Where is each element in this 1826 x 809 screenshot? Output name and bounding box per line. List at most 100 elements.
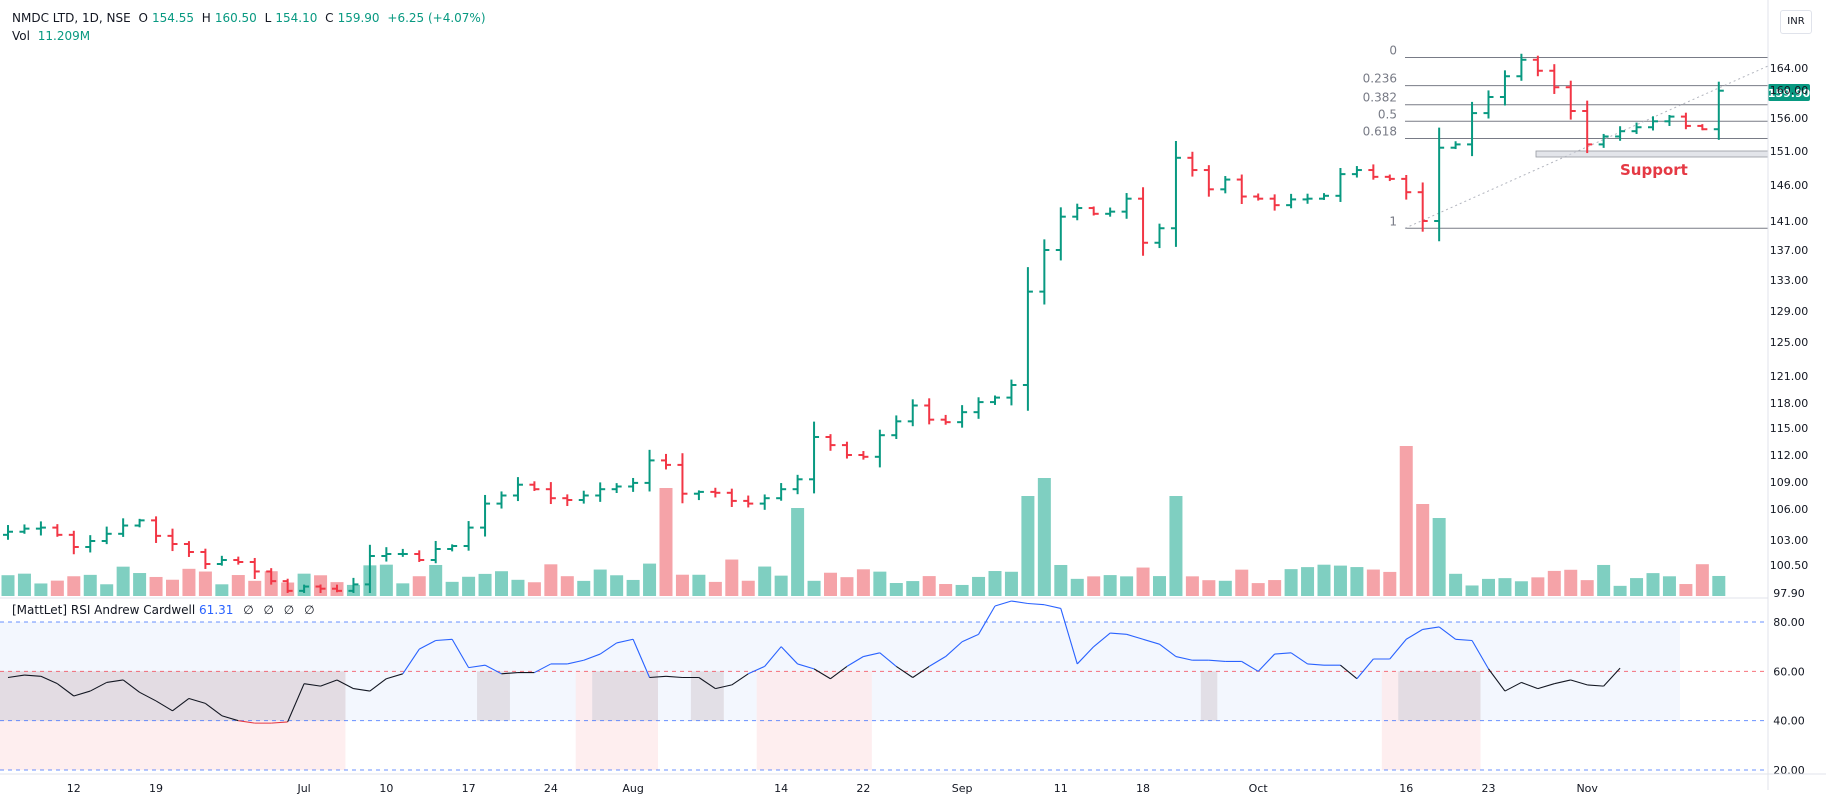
volume-bar <box>50 580 64 596</box>
rsi-line-segment <box>221 715 239 722</box>
rsi-line-segment <box>468 664 486 669</box>
volume-bar <box>1218 580 1232 596</box>
volume-bar <box>1465 585 1479 596</box>
volume-legend: Vol 11.209M <box>12 28 94 44</box>
currency-button[interactable]: INR <box>1780 10 1812 34</box>
time-axis-label: Sep <box>952 782 973 795</box>
rsi-line-segment <box>1455 638 1473 642</box>
rsi-line-segment <box>1356 658 1374 680</box>
fib-level-label: 0.236 <box>1363 72 1397 86</box>
rsi-level-lines <box>0 621 1768 771</box>
price-axis-label: 112.00 <box>1770 449 1809 462</box>
volume-bar <box>1531 577 1545 596</box>
price-axis-label: 103.00 <box>1770 534 1809 547</box>
rsi-param-1: ∅ <box>243 603 254 617</box>
volume-bar <box>1153 576 1166 596</box>
volume-bar <box>198 571 212 596</box>
rsi-line-segment <box>1290 652 1308 665</box>
rsi-line-segment <box>1060 608 1078 665</box>
volume-bar <box>1482 578 1495 596</box>
volume-bar <box>758 566 772 596</box>
rsi-line-segment <box>1340 664 1358 680</box>
rsi-line-segment <box>928 656 946 667</box>
volume-bar <box>1580 580 1594 596</box>
volume-bar <box>774 575 788 596</box>
rsi-line-segment <box>73 690 91 697</box>
rsi-line-segment <box>1126 633 1144 640</box>
rsi-line-segment <box>1587 684 1604 687</box>
volume-bar <box>1399 446 1413 596</box>
rsi-line-segment <box>583 653 601 661</box>
rsi-line-segment <box>1175 655 1193 661</box>
volume-bar <box>577 580 591 596</box>
rsi-line-segment <box>1142 638 1160 645</box>
volume-bar <box>231 575 245 596</box>
volume-bar <box>133 573 147 596</box>
volume-bar <box>1268 580 1282 596</box>
volume-bar <box>1383 571 1397 596</box>
ohlc-legend: NMDC LTD, 1D, NSE O 154.55 H 160.50 L 154.1… <box>12 10 490 26</box>
rsi-axis-label: 60.00 <box>1773 665 1805 678</box>
ohlc-bars <box>3 53 1724 593</box>
volume-bar <box>1087 576 1101 596</box>
volume-bar <box>396 583 410 596</box>
volume-bar <box>429 564 443 596</box>
price-axis-label: 164.00 <box>1770 62 1809 75</box>
rsi-line-segment <box>1257 653 1276 672</box>
volume-bar <box>100 584 114 596</box>
volume-bar <box>462 576 476 596</box>
rsi-line-segment <box>287 683 305 723</box>
volume-bar <box>1547 570 1561 596</box>
volume-bar <box>1284 569 1298 596</box>
rsi-line-segment <box>846 656 864 667</box>
volume-bar <box>478 573 492 596</box>
symbol-title[interactable]: NMDC LTD, 1D, NSE <box>12 11 131 25</box>
volume-bar <box>1498 578 1512 596</box>
rsi-line <box>7 600 1621 724</box>
volume-bar <box>1416 504 1430 596</box>
rsi-line-segment <box>665 675 683 679</box>
rsi-background-zones <box>0 622 1680 770</box>
rsi-neutral-zone <box>0 671 346 721</box>
close-label: C <box>325 11 334 25</box>
rsi-line-segment <box>649 675 667 679</box>
price-axis-label: 133.00 <box>1770 274 1809 287</box>
rsi-line-segment <box>1422 626 1440 630</box>
volume-bar <box>1202 580 1216 596</box>
price-axis-label: 156.00 <box>1770 112 1809 125</box>
price-axis-label: 160.00 <box>1770 84 1809 97</box>
volume-bar <box>725 559 739 596</box>
volume-bar <box>1695 564 1709 596</box>
rsi-line-segment <box>484 664 502 675</box>
rsi-legend[interactable]: [MattLet] RSI Andrew Cardwell 61.31 ∅ ∅ … <box>12 603 315 617</box>
volume-bar <box>1613 585 1627 596</box>
volume-bar <box>1070 578 1084 596</box>
fib-level-label: 0.618 <box>1363 124 1397 138</box>
volume-bar <box>1317 564 1331 596</box>
volume-bar <box>1136 567 1150 596</box>
fib-level-label: 0.5 <box>1378 107 1397 121</box>
volume-bar <box>659 488 673 596</box>
rsi-line-segment <box>1570 679 1588 686</box>
low-value: 154.10 <box>275 11 318 25</box>
rsi-line-segment <box>764 646 782 667</box>
rsi-line-segment <box>451 638 470 668</box>
rsi-line-segment <box>1471 640 1489 670</box>
rsi-line-segment <box>24 674 41 677</box>
volume-bar <box>1366 569 1380 596</box>
volume-bar <box>527 582 541 596</box>
volume-bar <box>1597 564 1611 596</box>
rsi-line-segment <box>1504 681 1522 692</box>
volume-bar <box>1054 564 1068 596</box>
volume-bar <box>807 580 821 596</box>
volume-bar <box>1 575 15 596</box>
volume-bar <box>972 576 986 596</box>
volume-bar <box>856 569 870 596</box>
rsi-line-segment <box>879 652 897 667</box>
volume-label: Vol <box>12 29 30 43</box>
time-axis-label: 24 <box>544 782 558 795</box>
volume-bar <box>511 579 525 596</box>
volume-bar <box>675 574 689 596</box>
